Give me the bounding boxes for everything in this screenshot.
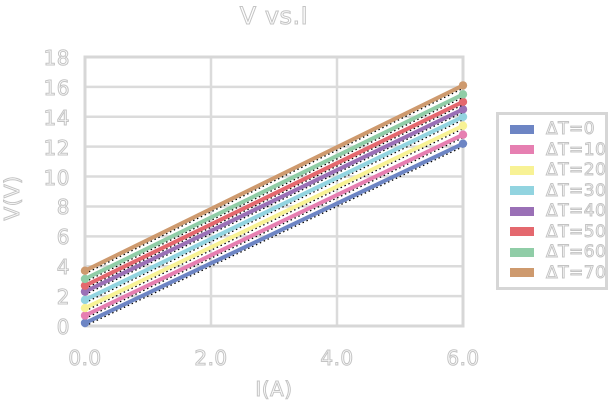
marker-1-end: [458, 130, 468, 139]
marker-7-end: [458, 81, 468, 90]
trendline-6: [84, 96, 464, 283]
trendline-7: [84, 87, 464, 275]
legend-item[interactable]: ΔT=60: [510, 242, 606, 263]
y-tick-12: 12: [43, 136, 70, 160]
legend-color-swatch: [510, 186, 534, 196]
trendline-0: [84, 146, 464, 327]
series-line-5: [83, 99, 465, 288]
trendline-2: [84, 128, 464, 312]
legend-item[interactable]: ΔT=40: [510, 201, 606, 222]
y-tick-8: 8: [56, 195, 70, 219]
legend-item[interactable]: ΔT=10: [510, 139, 606, 160]
legend-item[interactable]: ΔT=0: [510, 119, 601, 140]
trendline-5: [84, 104, 464, 290]
marker-0-end: [458, 139, 468, 148]
marker-7-start: [80, 266, 90, 275]
series-line-4: [83, 107, 465, 294]
legend-item[interactable]: ΔT=70: [510, 262, 606, 283]
y-tick-18: 18: [43, 46, 70, 70]
marker-5-end: [458, 97, 468, 107]
marker-6-end: [458, 90, 468, 99]
marker-1-start: [80, 311, 90, 320]
x-axis-label: I(A): [255, 377, 293, 402]
legend-label: ΔT=50: [545, 221, 607, 242]
legend-box: ΔT=0 ΔT=10 ΔT=20 ΔT=30 ΔT=40 ΔT=50 ΔT=60: [496, 112, 608, 290]
y-tick-14: 14: [43, 106, 70, 130]
x-tick-6: 6.0: [446, 346, 480, 371]
marker-0-start: [80, 318, 90, 328]
legend-color-swatch: [510, 124, 534, 134]
legend-color-swatch: [510, 165, 534, 175]
x-tick-2: 2.0: [194, 346, 228, 371]
legend-label: ΔT=40: [545, 201, 607, 222]
legend-label: ΔT=60: [545, 242, 607, 263]
legend-label: ΔT=0: [545, 119, 596, 140]
legend-color-swatch: [510, 145, 534, 155]
y-tick-0: 0: [56, 315, 70, 339]
y-tick-16: 16: [43, 76, 70, 100]
legend-color-swatch: [510, 247, 534, 257]
trendline-1: [84, 137, 464, 320]
y-axis-label: V(V): [0, 175, 25, 221]
marker-6-start: [80, 274, 90, 284]
y-tick-4: 4: [56, 255, 70, 279]
legend-color-swatch: [510, 268, 534, 278]
y-tick-10: 10: [43, 166, 70, 190]
series-line-3: [83, 114, 465, 302]
x-tick-4: 4.0: [320, 346, 354, 371]
x-tick-0: 0.0: [68, 346, 102, 371]
marker-2-end: [458, 121, 468, 130]
legend-item[interactable]: ΔT=50: [510, 221, 606, 242]
trendline-4: [84, 111, 464, 296]
chart-title: V vs.I: [239, 2, 309, 31]
legend-label: ΔT=10: [545, 139, 607, 160]
series-line-6: [83, 92, 465, 281]
series-line-7: [83, 83, 465, 273]
legend-color-swatch: [510, 227, 534, 237]
marker-4-start: [80, 287, 90, 296]
marker-3-start: [80, 295, 90, 305]
y-tick-2: 2: [56, 285, 70, 309]
marker-3-end: [458, 112, 468, 121]
series-line-1: [83, 132, 465, 318]
marker-2-start: [80, 303, 90, 313]
legend-item[interactable]: ΔT=20: [510, 160, 606, 181]
trendline-3: [84, 119, 464, 304]
marker-4-end: [458, 105, 468, 114]
legend-label: ΔT=70: [545, 262, 607, 283]
y-tick-6: 6: [56, 225, 70, 249]
legend-item[interactable]: ΔT=30: [510, 180, 606, 201]
plot-border: [83, 55, 465, 328]
legend-label: ΔT=30: [545, 180, 607, 201]
series-line-2: [83, 123, 465, 311]
marker-5-start: [80, 281, 90, 290]
series-line-0: [83, 141, 465, 326]
legend-label: ΔT=20: [545, 160, 607, 181]
legend-color-swatch: [510, 206, 534, 216]
